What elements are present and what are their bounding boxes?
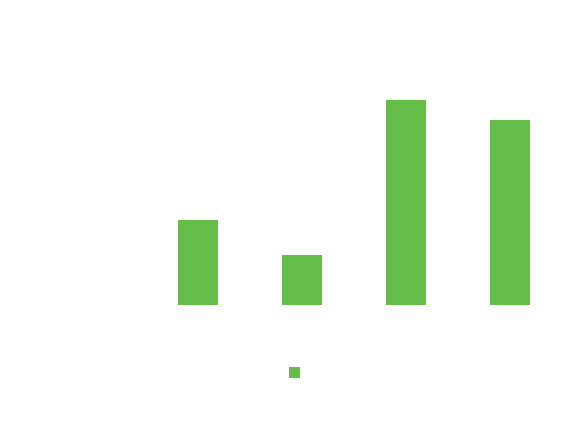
bar-group [178, 100, 530, 305]
legend-swatch [288, 366, 300, 378]
bar-3 [386, 100, 426, 305]
bar-1 [178, 220, 218, 305]
bar-4 [490, 120, 530, 305]
bar-2 [282, 255, 322, 305]
legend [0, 362, 588, 382]
